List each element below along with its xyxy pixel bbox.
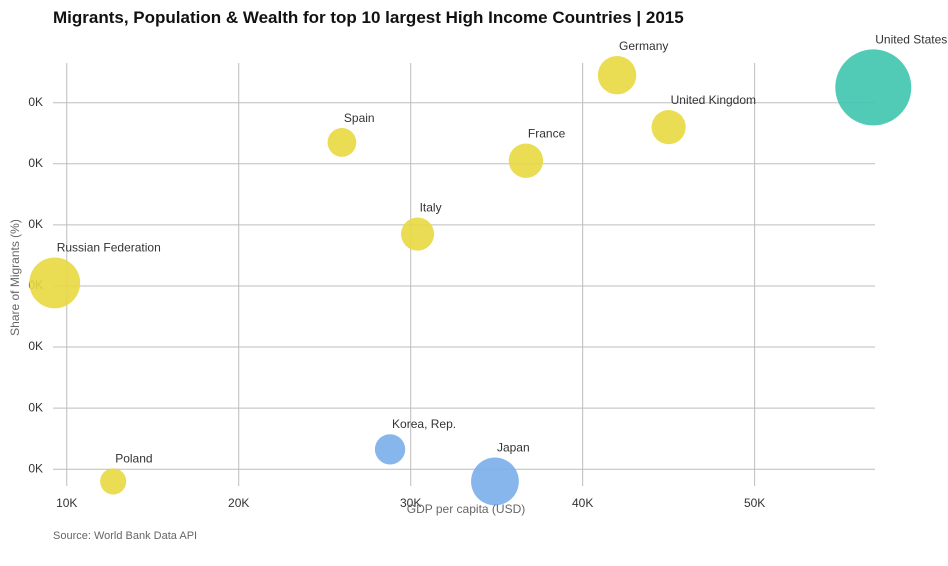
source-note: Source: World Bank Data API [53,530,198,542]
y-tick-label: 0K [28,217,43,231]
chart-title: Migrants, Population & Wealth for top 10… [53,8,684,27]
y-tick-label: 0K [28,461,43,475]
bubble-united-kingdom[interactable] [651,110,686,145]
bubble-japan[interactable] [471,457,519,506]
point-label: Germany [619,39,668,53]
bubble-russian-federation[interactable] [29,257,81,309]
y-tick-label: 0K [28,339,43,353]
bubble-poland[interactable] [100,468,127,495]
point-label: United Kingdom [671,93,756,107]
y-tick-label: 0K [28,400,43,414]
point-label: France [528,127,566,141]
point-label: Russian Federation [57,240,161,254]
y-tick-label: 0K [28,156,43,170]
y-axis-label: Share of Migrants (%) [8,219,22,336]
grid [53,63,875,486]
point-label: Poland [115,451,152,465]
point-label: Italy [420,200,442,214]
data-points [29,49,912,506]
y-tick-label: 0K [28,95,43,109]
point-label: United States [875,32,947,46]
bubble-germany[interactable] [597,56,637,95]
bubble-spain[interactable] [327,128,357,157]
x-axis-ticks: 10K 20K 30K 40K 50K [56,496,765,510]
bubble-united-states[interactable] [835,49,912,126]
point-label: Spain [344,111,375,125]
point-label: Korea, Rep. [392,417,456,431]
bubble-italy[interactable] [401,217,435,251]
bubble-korea-rep[interactable] [374,434,406,465]
x-tick-label: 40K [572,496,593,510]
x-tick-label: 50K [744,496,765,510]
x-tick-label: 20K [228,496,249,510]
x-axis-label: GDP per capita (USD) [407,502,525,516]
bubble-france[interactable] [508,143,544,178]
point-labels: United States Germany United Kingdom Spain F… [57,32,948,465]
x-tick-label: 10K [56,496,77,510]
x-tick-label: 30K [400,496,421,510]
point-label: Japan [497,441,530,455]
